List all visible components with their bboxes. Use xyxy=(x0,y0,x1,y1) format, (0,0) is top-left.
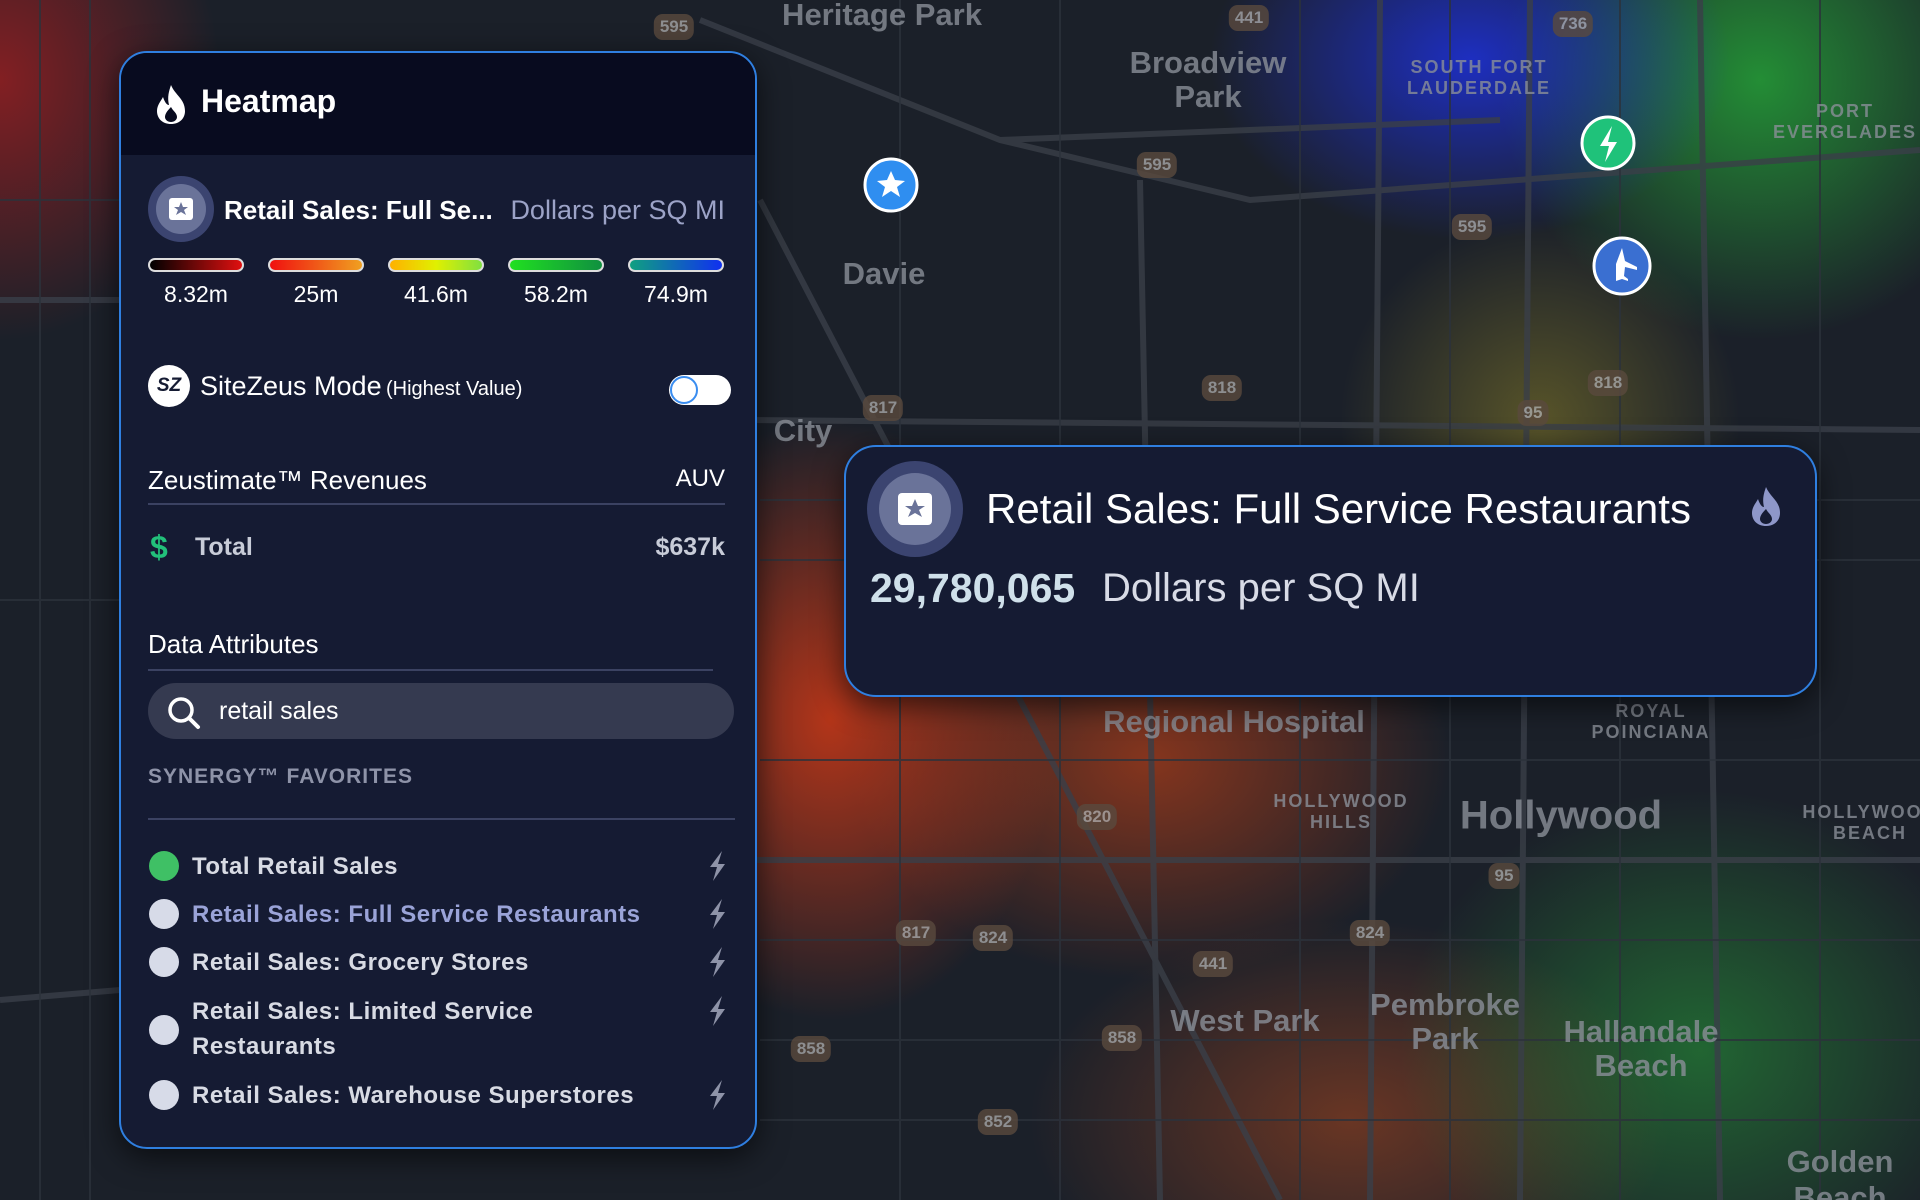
map-label: PORT EVERGLADES xyxy=(1772,101,1918,142)
item-icon xyxy=(149,1080,179,1110)
legend-label: 25m xyxy=(293,281,339,307)
item-icon xyxy=(149,851,179,881)
road-shield: 818 xyxy=(1587,370,1629,396)
map-label: Broadview Park xyxy=(1129,45,1287,114)
item-icon xyxy=(149,947,179,977)
layer-name: Retail Sales: Full Se... xyxy=(224,195,493,225)
popup-flame xyxy=(1752,487,1780,526)
map-label: ROYAL POINCIANA xyxy=(1591,701,1711,742)
map-label: SOUTH FORT LAUDERDALE xyxy=(1407,57,1551,98)
dollar-icon: $ xyxy=(150,529,168,565)
legend-bar xyxy=(508,258,604,272)
divider xyxy=(148,818,735,820)
road-shield: 817 xyxy=(895,920,937,946)
road-shield: 736 xyxy=(1552,11,1594,37)
sz-logo: SZ xyxy=(148,365,190,407)
favorite-item[interactable]: Retail Sales: Warehouse Superstores xyxy=(192,1082,635,1109)
map-label: Golden Beach xyxy=(1786,1144,1894,1200)
road-shield: 441 xyxy=(1192,951,1234,977)
road-shield: 858 xyxy=(790,1036,832,1062)
airport-pin[interactable] xyxy=(1592,236,1652,296)
layer-icon xyxy=(148,176,214,242)
map-label: City xyxy=(773,413,833,448)
popup-unit: Dollars per SQ MI xyxy=(1102,566,1420,610)
road-shield: 852 xyxy=(977,1109,1019,1135)
search-icon xyxy=(168,697,200,729)
favorite-bolts[interactable] xyxy=(706,851,730,1141)
value-popup: Retail Sales: Full Service Restaurants 2… xyxy=(844,445,1817,697)
map-label: HOLLYWOOD HILLS xyxy=(1273,791,1409,832)
legend-label: 74.9m xyxy=(644,281,708,307)
search-box[interactable] xyxy=(148,683,734,739)
search-text[interactable]: retail sales xyxy=(219,697,339,725)
map-label: Pembroke Park xyxy=(1370,987,1520,1056)
popup-value: 29,780,065 xyxy=(870,565,1076,611)
attributes-title: Data Attributes xyxy=(148,629,319,659)
toggle-knob[interactable] xyxy=(670,376,698,404)
map-pin[interactable] xyxy=(863,157,919,213)
road-shield: 95 xyxy=(1517,400,1549,426)
panel-title: Heatmap xyxy=(201,83,337,119)
map-label: HOLLYWOOD BEACH xyxy=(1802,802,1920,843)
legend-bar xyxy=(628,258,724,272)
map-label: Davie xyxy=(842,256,926,291)
road-shield: 858 xyxy=(1101,1025,1143,1051)
road-shield: 817 xyxy=(862,395,904,421)
road-shield: 820 xyxy=(1076,804,1118,830)
map-label: West Park xyxy=(1170,1003,1320,1038)
road-shield: 595 xyxy=(1451,214,1493,240)
map-label: Hallandale Beach xyxy=(1563,1014,1719,1083)
item-icon xyxy=(149,899,179,929)
revenues-column: AUV xyxy=(675,465,725,492)
map-label: Regional Hospital xyxy=(1103,704,1365,739)
road-shield: 824 xyxy=(1349,920,1391,946)
popup-title: Retail Sales: Full Service Restaurants xyxy=(986,485,1691,532)
legend-bar xyxy=(388,258,484,272)
favorite-item[interactable]: Total Retail Sales xyxy=(192,853,398,880)
flame-icon xyxy=(157,85,185,124)
map-label: Heritage Park xyxy=(782,0,982,32)
legend-label: 8.32m xyxy=(164,281,228,307)
road-shield: 824 xyxy=(972,925,1014,951)
charger-pin[interactable] xyxy=(1580,115,1636,171)
mode-toggle[interactable] xyxy=(669,375,731,405)
divider xyxy=(148,669,713,671)
total-label: Total xyxy=(195,533,253,561)
legend-label: 41.6m xyxy=(404,281,468,307)
map-label: Hollywood xyxy=(1459,793,1663,838)
road-shield: 595 xyxy=(653,14,695,40)
section-title: SYNERGY™ FAVORITES xyxy=(148,765,413,788)
item-icon xyxy=(149,1015,179,1045)
road-shield: 595 xyxy=(1136,152,1178,178)
total-value: $637k xyxy=(655,533,725,561)
road-shield: 95 xyxy=(1488,863,1520,889)
favorite-item[interactable]: Retail Sales: Limited Service Restaurant… xyxy=(192,998,534,1060)
divider xyxy=(148,503,725,505)
heatmap-panel: Heatmap Retail Sales: Full Se... Dollars… xyxy=(119,51,757,1149)
mode-note: (Highest Value) xyxy=(386,378,523,400)
panel-header xyxy=(121,53,755,155)
road-shield: 441 xyxy=(1228,5,1270,31)
revenues-title: Zeustimate™ Revenues xyxy=(148,465,427,495)
legend-bar xyxy=(148,258,244,272)
road-shield: 818 xyxy=(1201,375,1243,401)
favorite-item[interactable]: Retail Sales: Full Service Restaurants xyxy=(192,901,641,928)
popup-icon xyxy=(867,461,963,557)
legend-bar xyxy=(268,258,364,272)
favorite-item[interactable]: Retail Sales: Grocery Stores xyxy=(192,949,529,976)
mode-name: SiteZeus Mode xyxy=(200,371,382,401)
layer-unit: Dollars per SQ MI xyxy=(510,195,725,225)
legend-label: 58.2m xyxy=(524,281,588,307)
